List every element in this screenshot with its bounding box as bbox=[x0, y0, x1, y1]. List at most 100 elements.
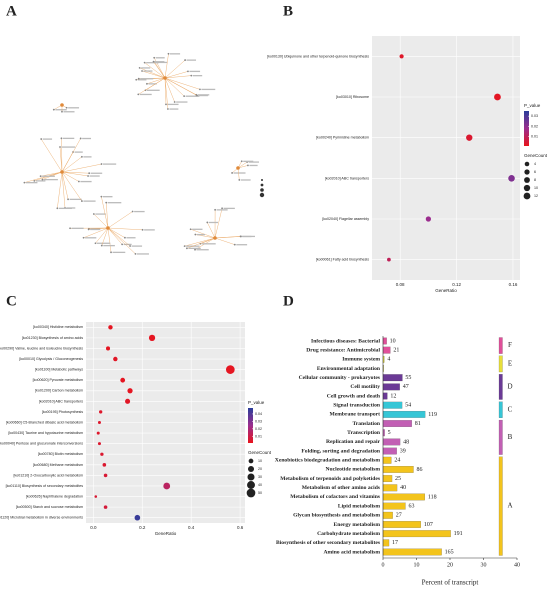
size-legend bbox=[259, 192, 265, 198]
bar-label: 40 bbox=[400, 485, 406, 491]
dot bbox=[113, 356, 118, 362]
edge bbox=[164, 59, 186, 79]
bar-label: 119 bbox=[428, 412, 437, 418]
legend-title: GeneCount bbox=[248, 450, 272, 455]
category-label: Amino acid metabolism bbox=[323, 549, 380, 555]
node bbox=[194, 233, 197, 236]
group-bracket bbox=[498, 419, 503, 455]
node-label bbox=[196, 249, 209, 251]
size-label: 12 bbox=[534, 194, 538, 198]
node-label bbox=[216, 209, 228, 211]
node bbox=[134, 253, 137, 255]
node bbox=[39, 175, 42, 178]
legend-title: P_value bbox=[248, 400, 265, 405]
y-tick-label: [ko02040] Flagellar assembly bbox=[322, 217, 369, 221]
bar-label: 63 bbox=[408, 504, 414, 510]
x-tick-label: 0.2 bbox=[139, 525, 146, 530]
edge bbox=[164, 77, 169, 110]
node-label bbox=[42, 138, 53, 140]
node bbox=[56, 207, 59, 210]
category-label: Infectious diseases: Bacterial bbox=[311, 338, 380, 344]
x-tick-label: 0.0 bbox=[90, 525, 97, 530]
x-axis-title: Percent of transcript bbox=[422, 579, 479, 587]
dot bbox=[163, 482, 171, 490]
node bbox=[141, 70, 143, 72]
bar-label: 47 bbox=[403, 384, 409, 390]
node-label bbox=[62, 137, 75, 140]
category-label: Glycan biosynthesis and metabolism bbox=[293, 513, 380, 519]
bar-label: 81 bbox=[415, 421, 421, 427]
bar-label: 54 bbox=[405, 403, 411, 409]
node-label bbox=[185, 95, 200, 97]
node bbox=[67, 198, 69, 201]
x-tick-label: 30 bbox=[481, 562, 487, 568]
bar bbox=[382, 530, 451, 538]
dot bbox=[105, 346, 111, 351]
category-label: Translation bbox=[352, 421, 380, 427]
node bbox=[199, 88, 201, 91]
node bbox=[240, 235, 242, 238]
hub-node bbox=[236, 166, 240, 170]
node bbox=[129, 245, 131, 247]
node-label bbox=[89, 175, 100, 177]
node bbox=[173, 101, 176, 103]
bar-label: 39 bbox=[400, 448, 406, 454]
colorbar bbox=[248, 408, 253, 443]
group-label: C bbox=[508, 405, 513, 413]
edge bbox=[153, 61, 166, 79]
node bbox=[79, 137, 82, 140]
y-tick-label: [ko00240] Pyrimidine metabolism bbox=[316, 136, 369, 140]
node-label bbox=[186, 59, 197, 61]
node bbox=[247, 164, 249, 167]
edge bbox=[61, 163, 102, 173]
y-tick-label: [ko00130] Ubiquinone and other terpenoid… bbox=[267, 54, 369, 58]
edge bbox=[107, 227, 131, 247]
dot bbox=[134, 514, 141, 521]
bar bbox=[382, 511, 393, 519]
bar bbox=[382, 337, 387, 345]
dot bbox=[103, 473, 108, 478]
bar bbox=[382, 410, 426, 418]
edge bbox=[61, 171, 83, 202]
y-tick-label: [ko02010] ABC transporters bbox=[325, 176, 369, 180]
y-tick-label: [ko00680] Methane metabolism bbox=[33, 463, 83, 467]
bar bbox=[382, 392, 388, 400]
size-label: 10 bbox=[534, 186, 538, 190]
bar bbox=[382, 484, 398, 492]
node-label bbox=[201, 88, 216, 91]
edge bbox=[61, 171, 69, 200]
dot bbox=[94, 495, 98, 498]
node bbox=[137, 77, 140, 80]
bar bbox=[382, 548, 442, 556]
y-tick-label: [ko01100] Metabolic pathways bbox=[35, 368, 83, 372]
node-label bbox=[55, 109, 67, 111]
node-label bbox=[83, 156, 92, 158]
bar bbox=[382, 539, 390, 547]
x-tick-label: 0 bbox=[382, 562, 385, 568]
edge bbox=[214, 236, 241, 239]
node bbox=[33, 179, 36, 182]
node-label bbox=[167, 103, 179, 106]
x-axis-title: GeneRatio bbox=[155, 531, 177, 536]
node bbox=[194, 248, 196, 251]
bar-label: 5 bbox=[388, 430, 391, 436]
y-tick-label: [ko01110] Biosynthesis of secondary meta… bbox=[6, 484, 84, 488]
node bbox=[167, 108, 169, 110]
category-label: Drug resistance: Antimicrobial bbox=[306, 347, 380, 353]
node-label bbox=[123, 243, 132, 246]
bar-label: 27 bbox=[396, 513, 402, 519]
x-tick-label: 10 bbox=[414, 562, 420, 568]
bar-label: 24 bbox=[394, 458, 400, 464]
node-label bbox=[43, 178, 58, 181]
dot bbox=[127, 388, 133, 394]
bar-label: 118 bbox=[428, 494, 437, 500]
node bbox=[187, 70, 189, 73]
y-tick-label: [ko01200] Carbon metabolism bbox=[35, 389, 83, 393]
bar bbox=[382, 420, 412, 427]
dot bbox=[125, 398, 131, 404]
edge bbox=[93, 213, 109, 229]
dot bbox=[97, 420, 101, 425]
edge bbox=[107, 227, 126, 238]
size-label: 6 bbox=[534, 170, 536, 174]
